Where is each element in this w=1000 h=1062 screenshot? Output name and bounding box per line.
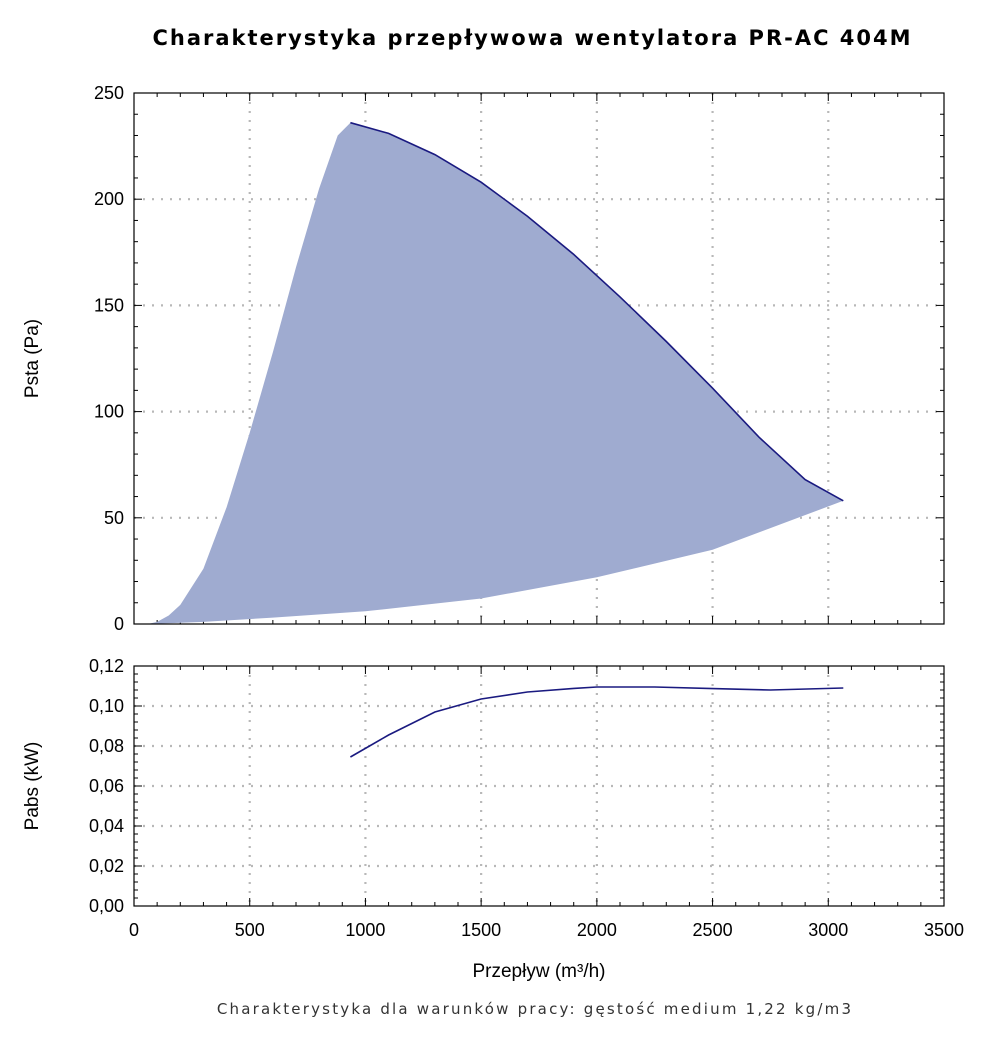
y-tick-label: 100: [94, 402, 124, 422]
pressure-panel: 0 50 100 150 200 250 Psta (Pa): [22, 83, 945, 634]
x-tick-label: 500: [235, 920, 265, 940]
y-tick-label: 250: [94, 83, 124, 103]
x-tick-label: 2500: [693, 920, 733, 940]
footnote: Charakterystyka dla warunków pracy: gęst…: [216, 1000, 854, 1018]
y-tick-label: 0,10: [89, 696, 124, 716]
x-tick-label: 1000: [345, 920, 385, 940]
y-tick-label: 200: [94, 189, 124, 209]
y-tick-label: 0,08: [89, 736, 124, 756]
y-tick-label: 50: [104, 508, 124, 528]
x-axis-label: Przepływ (m³/h): [472, 961, 605, 982]
x-tick-label: 2000: [577, 920, 617, 940]
y-tick-label: 0,00: [89, 896, 124, 916]
pressure-plot-frame: [133, 92, 945, 625]
x-tick-label: 3500: [924, 920, 964, 940]
x-tick-label: 3000: [808, 920, 848, 940]
x-tick-label: 0: [129, 920, 139, 940]
operating-area: [147, 122, 844, 624]
y-axis-label: Pabs (kW): [22, 742, 43, 831]
power-plot-frame: [133, 665, 945, 907]
chart-title: Charakterystyka przepływowa wentylatora …: [152, 26, 913, 50]
y-tick-label: 0,06: [89, 776, 124, 796]
y-tick-label: 0,02: [89, 856, 124, 876]
y-axis-label: Psta (Pa): [22, 319, 43, 398]
y-tick-label: 0,12: [89, 656, 124, 676]
pressure-curve: [350, 121, 844, 502]
y-tick-label: 0,04: [89, 816, 124, 836]
x-tick-label: 1500: [461, 920, 501, 940]
y-tick-label: 0: [114, 614, 124, 634]
power-panel: 0,00 0,02 0,04 0,06 0,08 0,10 0,12 0 500 1000 1500…: [22, 656, 964, 982]
y-tick-label: 150: [94, 295, 124, 315]
power-curve: [350, 686, 844, 758]
